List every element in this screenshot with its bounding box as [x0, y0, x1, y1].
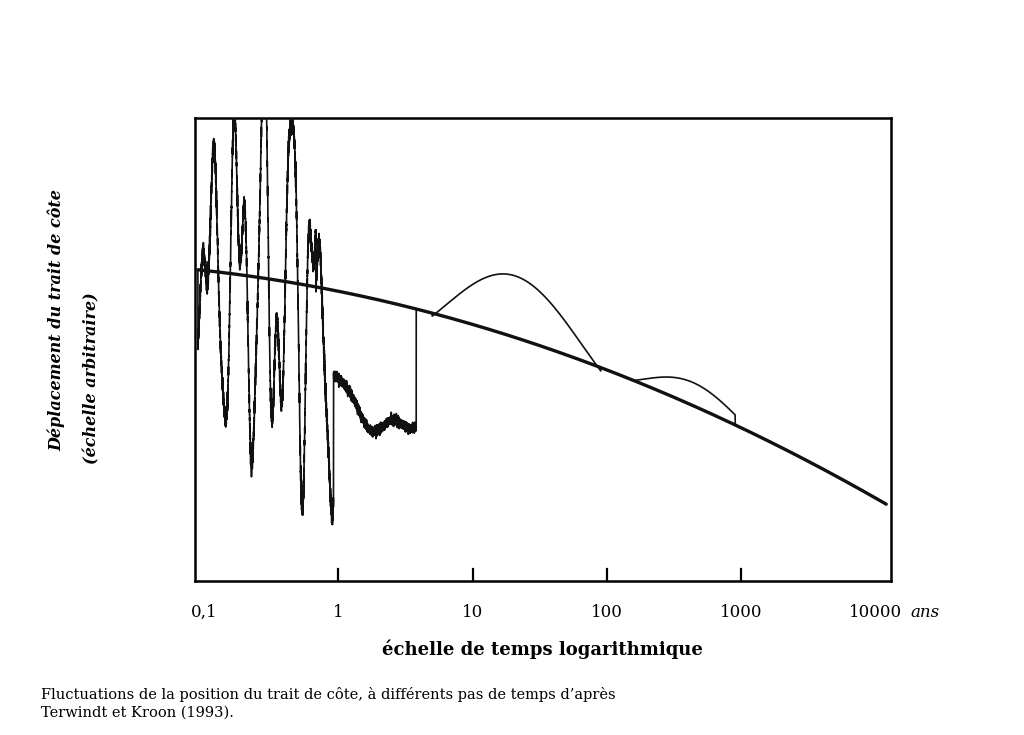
- Text: Fluctuations de la position du trait de côte, à différents pas de temps d’après: Fluctuations de la position du trait de …: [41, 687, 615, 702]
- Text: ans: ans: [910, 604, 939, 621]
- Text: 10: 10: [462, 604, 483, 621]
- Text: 100: 100: [591, 604, 623, 621]
- Text: Terwindt et Kroon (1993).: Terwindt et Kroon (1993).: [41, 706, 233, 720]
- Text: 1: 1: [333, 604, 344, 621]
- Text: 0,1: 0,1: [190, 604, 217, 621]
- Text: 1000: 1000: [720, 604, 763, 621]
- Text: (échelle arbitraire): (échelle arbitraire): [84, 293, 100, 465]
- Text: 10000: 10000: [849, 604, 902, 621]
- Text: échelle de temps logarithmique: échelle de temps logarithmique: [382, 639, 703, 659]
- Text: Déplacement du trait de côte: Déplacement du trait de côte: [47, 189, 66, 451]
